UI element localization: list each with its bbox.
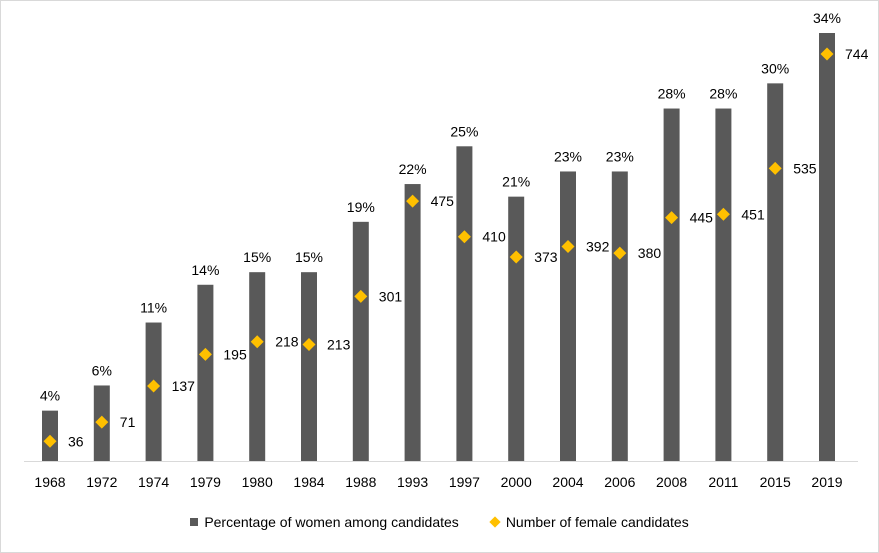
x-tick-2011: 2011 — [708, 474, 738, 490]
bar-2006 — [611, 171, 628, 461]
legend-item-count: Number of female candidates — [489, 514, 689, 530]
point-label-2006: 380 — [638, 245, 662, 261]
bar-label-1993: 22% — [399, 161, 427, 177]
bar-label-2000: 21% — [502, 174, 530, 190]
point-labels-group: 36 71 137 195 218 213 301 475 410 373 392 380 445 451… — [68, 46, 869, 449]
point-label-1997: 410 — [482, 229, 506, 245]
legend-bar-swatch — [190, 518, 199, 526]
point-label-2004: 392 — [586, 239, 610, 255]
point-1974 — [147, 379, 161, 393]
bar-1988 — [352, 221, 369, 461]
legend: Percentage of women among candidates Num… — [0, 511, 879, 533]
x-tick-labels-group: 1968 1972 1974 1979 1980 1984 1988 1993 1997 2000… — [34, 474, 842, 490]
x-tick-1997: 1997 — [449, 474, 480, 490]
bar-label-1972: 6% — [92, 362, 112, 378]
x-tick-1980: 1980 — [242, 474, 273, 490]
x-tick-2000: 2000 — [501, 474, 532, 490]
x-tick-1993: 1993 — [397, 474, 428, 490]
point-1979 — [198, 347, 212, 361]
point-label-1968: 36 — [68, 433, 84, 449]
bar-label-1980: 15% — [243, 249, 271, 265]
bar-1980 — [249, 272, 266, 461]
x-tick-1979: 1979 — [190, 474, 221, 490]
point-1980 — [250, 335, 264, 349]
point-label-1979: 195 — [223, 346, 247, 362]
legend-item-percentage: Percentage of women among candidates — [190, 514, 459, 530]
point-2019 — [820, 47, 834, 61]
bar-1997 — [456, 146, 473, 461]
point-1984 — [302, 337, 316, 351]
point-2008 — [665, 211, 679, 225]
point-2011 — [716, 207, 730, 221]
point-1997 — [457, 230, 471, 244]
bar-label-1997: 25% — [450, 123, 478, 139]
point-label-1984: 213 — [327, 336, 351, 352]
point-1972 — [95, 415, 109, 429]
point-2004 — [561, 240, 575, 254]
bar-label-2004: 23% — [554, 148, 582, 164]
bar-label-1974: 11% — [140, 300, 167, 316]
bar-label-2015: 30% — [761, 60, 789, 76]
x-tick-1968: 1968 — [34, 474, 65, 490]
bar-2000 — [508, 196, 525, 461]
point-2015 — [768, 161, 782, 175]
point-label-1972: 71 — [120, 414, 136, 430]
legend-diamond-swatch — [489, 516, 501, 528]
bar-label-2008: 28% — [658, 86, 686, 102]
bar-1993 — [404, 184, 421, 461]
x-tick-1988: 1988 — [345, 474, 376, 490]
x-tick-2004: 2004 — [552, 474, 583, 490]
x-tick-1972: 1972 — [86, 474, 117, 490]
point-2000 — [509, 250, 523, 264]
point-label-2008: 445 — [690, 210, 714, 226]
x-tick-1974: 1974 — [138, 474, 169, 490]
bar-2011 — [715, 108, 732, 461]
bar-label-2006: 23% — [606, 148, 634, 164]
point-label-1980: 218 — [275, 334, 299, 350]
bar-label-1988: 19% — [347, 199, 375, 215]
x-tick-2008: 2008 — [656, 474, 687, 490]
bar-1984 — [301, 272, 317, 461]
x-tick-2019: 2019 — [811, 474, 842, 490]
x-tick-1984: 1984 — [293, 474, 324, 490]
legend-label-count: Number of female candidates — [505, 514, 689, 530]
bar-2004 — [560, 171, 576, 461]
bar-label-2011: 28% — [709, 86, 737, 102]
point-label-2019: 744 — [845, 46, 869, 62]
point-label-2000: 373 — [534, 249, 558, 265]
point-label-1993: 475 — [431, 193, 455, 209]
points-group — [43, 47, 834, 448]
x-tick-2015: 2015 — [760, 474, 791, 490]
bar-label-1979: 14% — [191, 262, 219, 278]
bar-label-2019: 34% — [813, 10, 841, 26]
point-1988 — [354, 289, 368, 303]
bar-label-1968: 4% — [40, 388, 60, 404]
bars-group — [42, 33, 835, 462]
bar-2019 — [819, 33, 835, 461]
point-1993 — [406, 194, 420, 208]
bar-2015 — [767, 83, 784, 462]
point-label-1988: 301 — [379, 288, 403, 304]
bar-labels-group: 4% 6% 11% 14% 15% 15% 19% 22% 25% 21% 23% 23% 28% 28%… — [40, 10, 841, 404]
x-tick-2006: 2006 — [604, 474, 635, 490]
point-label-1974: 137 — [172, 378, 196, 394]
point-2006 — [613, 246, 627, 260]
point-1968 — [43, 434, 57, 448]
legend-label-percentage: Percentage of women among candidates — [204, 514, 459, 530]
point-label-2015: 535 — [793, 160, 817, 176]
point-label-2011: 451 — [741, 206, 765, 222]
bar-1979 — [197, 284, 214, 461]
bar-label-1984: 15% — [295, 249, 323, 265]
bar-2008 — [663, 108, 680, 461]
